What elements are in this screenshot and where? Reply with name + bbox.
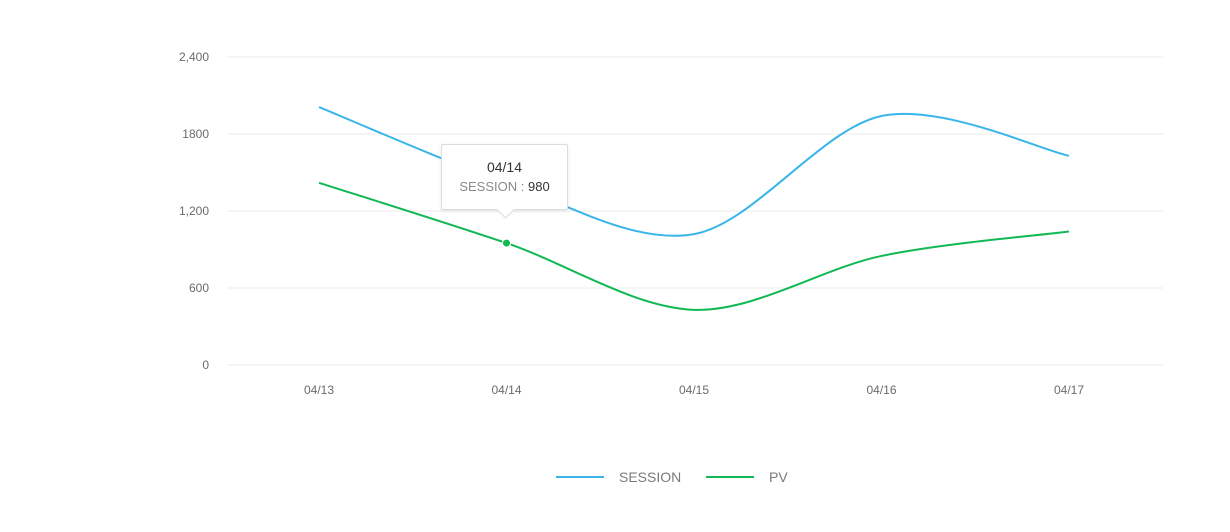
- tooltip-value: 980: [527, 179, 550, 194]
- series-line-session[interactable]: [318, 106, 1070, 237]
- x-tick-label: 04/14: [491, 383, 521, 397]
- y-tick-label: 0: [202, 358, 209, 372]
- tooltip-row: SESSION : 980: [442, 179, 567, 194]
- highlight-point[interactable]: [502, 238, 511, 248]
- y-tick-label: 2,400: [179, 50, 209, 64]
- legend-label[interactable]: SESSION: [619, 469, 681, 485]
- y-tick-label: 1,200: [179, 204, 209, 218]
- legend-label[interactable]: PV: [769, 469, 788, 485]
- x-tick-label: 04/17: [1054, 383, 1084, 397]
- y-tick-label: 600: [189, 281, 209, 295]
- x-axis-ticks: 04/13 04/14 04/15 04/16 04/17: [304, 383, 1084, 397]
- legend[interactable]: SESSION PV: [556, 469, 788, 485]
- tooltip-title: 04/14: [486, 159, 523, 175]
- grid-lines: [227, 56, 1163, 366]
- series-line-pv[interactable]: [318, 181, 1070, 311]
- x-tick-label: 04/15: [679, 383, 709, 397]
- y-tick-label: 1800: [182, 127, 209, 141]
- x-tick-label: 04/16: [866, 383, 896, 397]
- tooltip-separator: :: [520, 179, 525, 194]
- tooltip-series-name: SESSION: [459, 179, 518, 194]
- x-tick-label: 04/13: [304, 383, 334, 397]
- series-lines: [318, 106, 1070, 311]
- tooltip: 04/14 SESSION : 980: [441, 144, 568, 210]
- y-axis-ticks: 0 600 1,200 1800 2,400: [179, 50, 209, 372]
